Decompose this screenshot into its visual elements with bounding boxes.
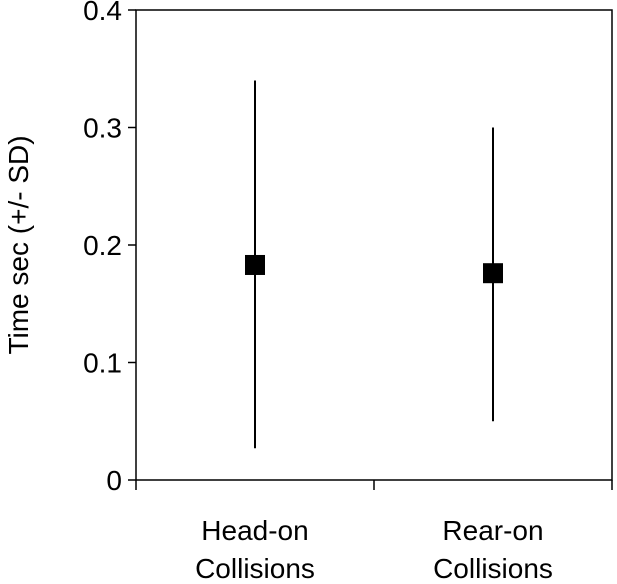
category-label: Collisions bbox=[195, 553, 315, 584]
y-tick-label: 0.2 bbox=[83, 230, 122, 261]
category-label: Rear-on bbox=[442, 515, 543, 546]
category-labels: Head-on Collisions Rear-on Collisions bbox=[195, 515, 553, 584]
y-axis-ticks: 0 0.1 0.2 0.3 0.4 bbox=[83, 0, 136, 496]
x-axis-ticks bbox=[135, 480, 613, 490]
y-tick-label: 0.3 bbox=[83, 113, 122, 144]
data-marks bbox=[245, 80, 503, 449]
category-label: Collisions bbox=[433, 553, 553, 584]
data-point bbox=[483, 263, 503, 284]
y-tick-label: 0 bbox=[106, 465, 122, 496]
plot-frame bbox=[135, 9, 613, 481]
y-axis-title: Time sec (+/- SD) bbox=[3, 135, 34, 354]
y-tick-label: 0.4 bbox=[83, 0, 122, 26]
y-tick-label: 0.1 bbox=[83, 348, 122, 379]
category-label: Head-on bbox=[201, 515, 308, 546]
data-point bbox=[245, 254, 265, 275]
